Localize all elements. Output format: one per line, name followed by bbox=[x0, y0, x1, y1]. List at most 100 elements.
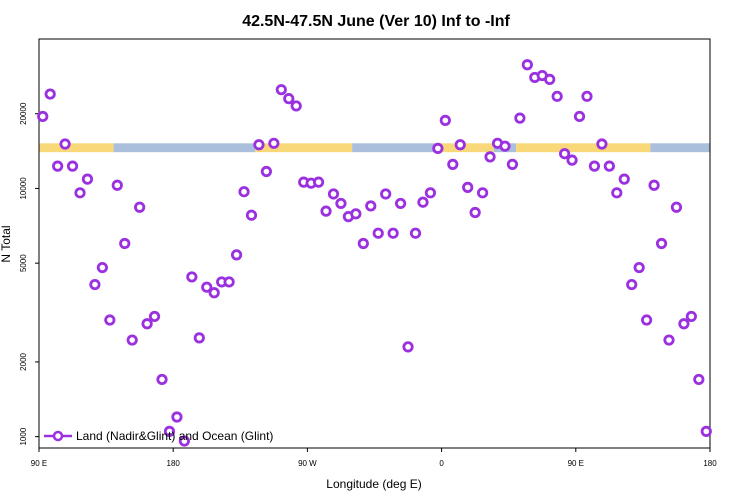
chart-title: 42.5N-47.5N June (Ver 10) Inf to -Inf bbox=[242, 13, 510, 30]
data-point bbox=[156, 373, 168, 386]
data-point bbox=[402, 341, 414, 353]
y-tick-label: 2000 bbox=[19, 352, 28, 370]
x-tick-label: 90 E bbox=[568, 459, 584, 468]
strip-segment-land bbox=[39, 143, 114, 153]
data-point bbox=[655, 237, 668, 250]
y-tick-label: 10000 bbox=[19, 177, 28, 200]
legend-label: Land (Nadir&Glint) and Ocean (Glint) bbox=[76, 429, 273, 443]
y-tick-label: 1000 bbox=[19, 427, 28, 445]
data-point bbox=[275, 84, 287, 96]
data-point bbox=[700, 425, 712, 437]
data-point bbox=[44, 88, 56, 100]
data-point bbox=[641, 314, 653, 326]
data-point bbox=[357, 237, 369, 250]
strip-segment-land bbox=[255, 143, 353, 153]
data-point bbox=[544, 73, 556, 85]
strip-segment-land bbox=[516, 143, 651, 153]
data-point bbox=[74, 187, 86, 199]
data-point bbox=[633, 261, 645, 274]
data-point bbox=[380, 188, 392, 200]
data-point bbox=[506, 158, 519, 170]
y-axis-label: N Total bbox=[0, 225, 13, 262]
data-point bbox=[559, 148, 571, 160]
data-point bbox=[141, 318, 153, 330]
strip-segment-ocean bbox=[352, 143, 435, 153]
data-point bbox=[417, 196, 429, 208]
x-tick-label: 90 E bbox=[31, 459, 47, 468]
data-point bbox=[268, 137, 280, 149]
data-point bbox=[439, 114, 451, 126]
data-point bbox=[59, 138, 71, 150]
data-point bbox=[320, 205, 332, 217]
surface-type-strip bbox=[39, 143, 710, 153]
data-point bbox=[260, 165, 272, 178]
data-point bbox=[81, 173, 94, 185]
data-point bbox=[96, 261, 108, 274]
plot-frame bbox=[38, 38, 711, 449]
data-point bbox=[365, 200, 377, 212]
data-point bbox=[148, 310, 161, 323]
x-axis: 90 E 180 90 W 0 90 E 180 bbox=[31, 448, 717, 468]
data-point bbox=[372, 227, 384, 239]
data-point bbox=[335, 197, 347, 210]
legend: Land (Nadir&Glint) and Ocean (Glint) bbox=[44, 429, 273, 443]
x-tick-label: 180 bbox=[703, 459, 717, 468]
data-point bbox=[573, 110, 586, 123]
data-point bbox=[477, 187, 489, 199]
data-point bbox=[327, 188, 340, 200]
data-point bbox=[432, 142, 444, 154]
data-point bbox=[462, 181, 474, 193]
data-point bbox=[290, 100, 302, 112]
data-point bbox=[409, 227, 422, 239]
data-point bbox=[551, 90, 563, 102]
data-point bbox=[350, 208, 362, 220]
data-point bbox=[201, 281, 213, 293]
y-tick-label: 5000 bbox=[19, 254, 28, 272]
data-points bbox=[37, 59, 712, 447]
data-point bbox=[626, 278, 638, 291]
data-point bbox=[514, 112, 526, 124]
data-point bbox=[454, 139, 466, 151]
data-point bbox=[186, 271, 198, 283]
strip-segment-ocean bbox=[650, 143, 710, 153]
data-point bbox=[208, 287, 220, 299]
data-point bbox=[119, 237, 131, 250]
data-point bbox=[387, 227, 399, 239]
data-point bbox=[253, 139, 265, 151]
x-tick-label: 180 bbox=[167, 459, 181, 468]
y-tick-label: 20000 bbox=[19, 102, 28, 125]
x-tick-label: 90 W bbox=[298, 459, 317, 468]
data-point bbox=[611, 187, 623, 199]
data-point bbox=[618, 173, 630, 185]
data-point bbox=[178, 435, 190, 447]
data-point bbox=[648, 179, 660, 191]
data-point bbox=[223, 276, 235, 288]
data-point bbox=[111, 179, 123, 191]
data-point bbox=[663, 334, 675, 346]
data-point bbox=[447, 158, 459, 170]
data-point bbox=[104, 314, 116, 326]
data-point bbox=[245, 209, 258, 221]
data-point bbox=[66, 160, 79, 172]
data-point bbox=[499, 140, 511, 152]
data-point bbox=[484, 151, 496, 163]
data-point bbox=[603, 160, 615, 172]
data-point bbox=[670, 201, 683, 213]
data-point bbox=[685, 310, 697, 323]
data-point bbox=[134, 201, 146, 213]
x-axis-label: Longitude (deg E) bbox=[326, 477, 421, 491]
data-point bbox=[394, 197, 407, 210]
data-point bbox=[89, 278, 101, 291]
data-point bbox=[283, 93, 295, 105]
data-point bbox=[171, 411, 183, 423]
legend-marker-icon bbox=[52, 430, 64, 442]
data-point bbox=[193, 332, 205, 344]
data-point bbox=[581, 90, 593, 102]
y-axis: 1000 2000 5000 10000 20000 bbox=[19, 102, 39, 446]
data-point bbox=[312, 176, 325, 188]
data-point bbox=[424, 187, 437, 199]
strip-segment-ocean bbox=[113, 143, 256, 153]
data-point bbox=[163, 425, 176, 437]
data-point bbox=[52, 160, 64, 172]
